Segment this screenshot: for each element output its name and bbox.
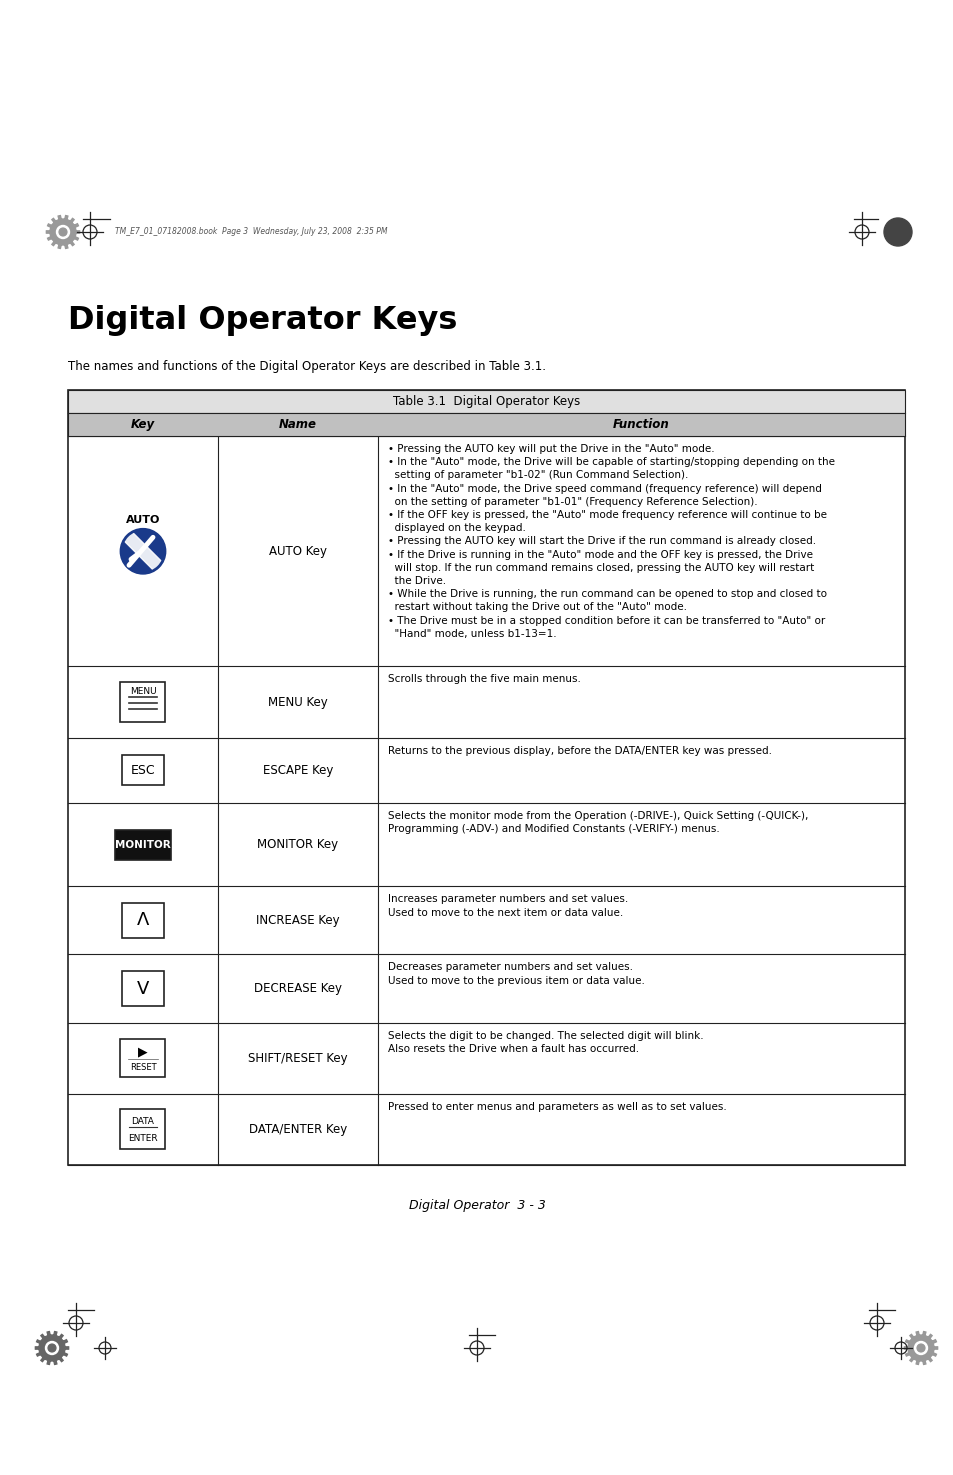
Circle shape bbox=[121, 530, 165, 574]
Text: Digital Operator  3 - 3: Digital Operator 3 - 3 bbox=[408, 1199, 545, 1211]
Text: SHIFT/RESET Key: SHIFT/RESET Key bbox=[248, 1052, 348, 1065]
Text: • Pressing the AUTO key will put the Drive in the "Auto" mode.
• In the "Auto" m: • Pressing the AUTO key will put the Dri… bbox=[388, 444, 834, 639]
FancyBboxPatch shape bbox=[122, 971, 164, 1006]
FancyBboxPatch shape bbox=[115, 829, 171, 860]
Text: Returns to the previous display, before the DATA/ENTER key was pressed.: Returns to the previous display, before … bbox=[388, 746, 771, 755]
Circle shape bbox=[46, 1341, 58, 1354]
FancyBboxPatch shape bbox=[120, 1040, 165, 1077]
Text: INCREASE Key: INCREASE Key bbox=[256, 914, 339, 926]
Text: ▶: ▶ bbox=[138, 1046, 148, 1059]
Text: Scrolls through the five main menus.: Scrolls through the five main menus. bbox=[388, 674, 580, 684]
Circle shape bbox=[883, 218, 911, 246]
Text: Λ: Λ bbox=[136, 912, 149, 929]
Circle shape bbox=[48, 1344, 56, 1353]
FancyBboxPatch shape bbox=[120, 1109, 165, 1149]
Text: AUTO Key: AUTO Key bbox=[269, 544, 327, 558]
Text: TM_E7_01_07182008.book  Page 3  Wednesday, July 23, 2008  2:35 PM: TM_E7_01_07182008.book Page 3 Wednesday,… bbox=[115, 227, 387, 236]
Text: MENU: MENU bbox=[130, 686, 156, 696]
Text: Key: Key bbox=[131, 417, 155, 431]
Text: Increases parameter numbers and set values.
Used to move to the next item or dat: Increases parameter numbers and set valu… bbox=[388, 894, 628, 917]
Text: DATA: DATA bbox=[132, 1117, 154, 1125]
Bar bbox=[68, 413, 904, 437]
Text: Selects the digit to be changed. The selected digit will blink.
Also resets the : Selects the digit to be changed. The sel… bbox=[388, 1031, 703, 1053]
Text: MONITOR Key: MONITOR Key bbox=[257, 838, 338, 851]
Text: Digital Operator Keys: Digital Operator Keys bbox=[68, 305, 456, 336]
Polygon shape bbox=[903, 1332, 937, 1364]
FancyBboxPatch shape bbox=[122, 903, 164, 938]
Text: ESCAPE Key: ESCAPE Key bbox=[262, 764, 333, 777]
Text: MENU Key: MENU Key bbox=[268, 696, 328, 708]
Text: Decreases parameter numbers and set values.
Used to move to the previous item or: Decreases parameter numbers and set valu… bbox=[388, 963, 644, 985]
Text: Pressed to enter menus and parameters as well as to set values.: Pressed to enter menus and parameters as… bbox=[388, 1102, 726, 1112]
FancyBboxPatch shape bbox=[120, 681, 165, 723]
Circle shape bbox=[59, 229, 67, 236]
Text: V: V bbox=[136, 979, 149, 997]
Text: ESC: ESC bbox=[131, 764, 155, 777]
Text: Selects the monitor mode from the Operation (-DRIVE-), Quick Setting (-QUICK-),
: Selects the monitor mode from the Operat… bbox=[388, 811, 807, 833]
Polygon shape bbox=[35, 1332, 69, 1364]
Text: AUTO: AUTO bbox=[126, 515, 160, 525]
Text: RESET: RESET bbox=[130, 1062, 156, 1072]
Text: The names and functions of the Digital Operator Keys are described in Table 3.1.: The names and functions of the Digital O… bbox=[68, 360, 545, 373]
Text: DATA/ENTER Key: DATA/ENTER Key bbox=[249, 1122, 347, 1136]
Circle shape bbox=[56, 226, 70, 239]
Polygon shape bbox=[47, 215, 79, 248]
Bar bbox=[68, 389, 904, 1165]
Text: Table 3.1  Digital Operator Keys: Table 3.1 Digital Operator Keys bbox=[393, 395, 579, 409]
Text: ENTER: ENTER bbox=[128, 1134, 157, 1143]
Text: Name: Name bbox=[278, 417, 316, 431]
FancyBboxPatch shape bbox=[122, 755, 164, 785]
Bar bbox=[68, 389, 904, 413]
Circle shape bbox=[914, 1341, 926, 1354]
Polygon shape bbox=[123, 531, 163, 571]
Circle shape bbox=[916, 1344, 923, 1353]
Text: MONITOR: MONITOR bbox=[115, 839, 171, 850]
Text: DECREASE Key: DECREASE Key bbox=[253, 982, 341, 996]
Text: Function: Function bbox=[613, 417, 669, 431]
